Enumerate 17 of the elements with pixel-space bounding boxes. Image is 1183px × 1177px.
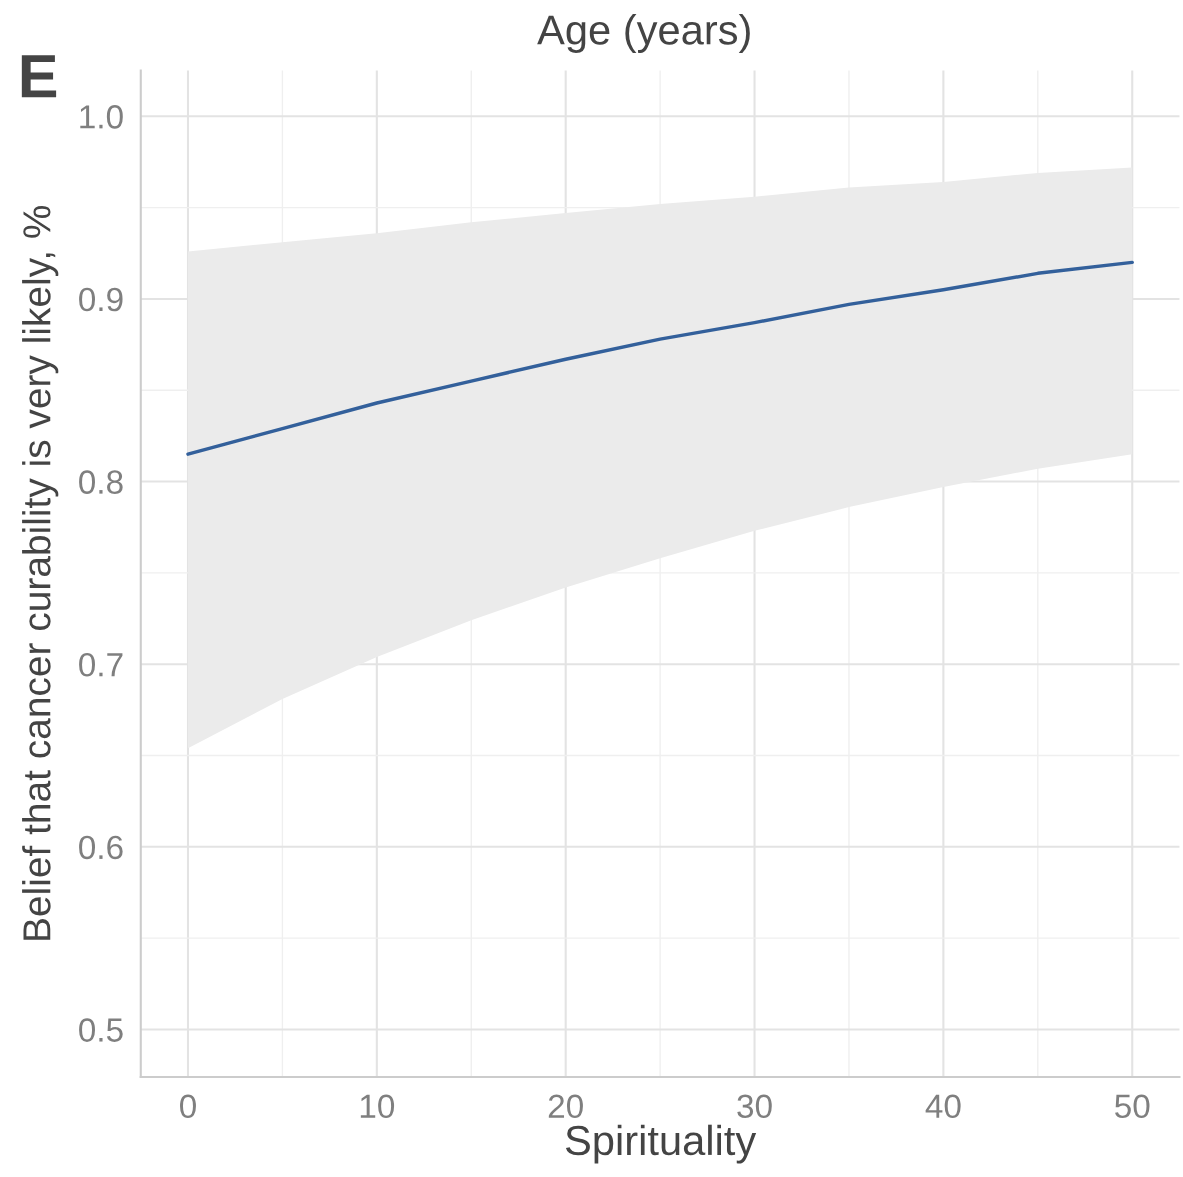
- y-tick-label: 0.7: [79, 653, 123, 677]
- y-axis-title: Belief that cancer curability is very likely, %: [22, 205, 59, 940]
- y-tick-label: 0.5: [79, 1018, 123, 1042]
- text: E: [21, 55, 57, 98]
- x-tick-label: 30: [737, 1094, 772, 1119]
- x-tick-label: 50: [1115, 1094, 1150, 1119]
- x-axis-title: Spirituality: [565, 1124, 757, 1164]
- x-tick-label: 10: [360, 1094, 395, 1119]
- y-tick-label: 0.9: [79, 287, 123, 312]
- line-series: [186, 260, 1134, 456]
- y-tick-label: 0.6: [79, 835, 123, 860]
- y-tick-label: 1.0: [80, 105, 123, 129]
- y-tick-label: 0.8: [79, 470, 123, 494]
- x-tick-label: 0: [180, 1094, 196, 1119]
- x-tick-label: 40: [925, 1094, 961, 1119]
- x-tick-label: 20: [548, 1094, 583, 1119]
- text: Age (years): [537, 14, 750, 53]
